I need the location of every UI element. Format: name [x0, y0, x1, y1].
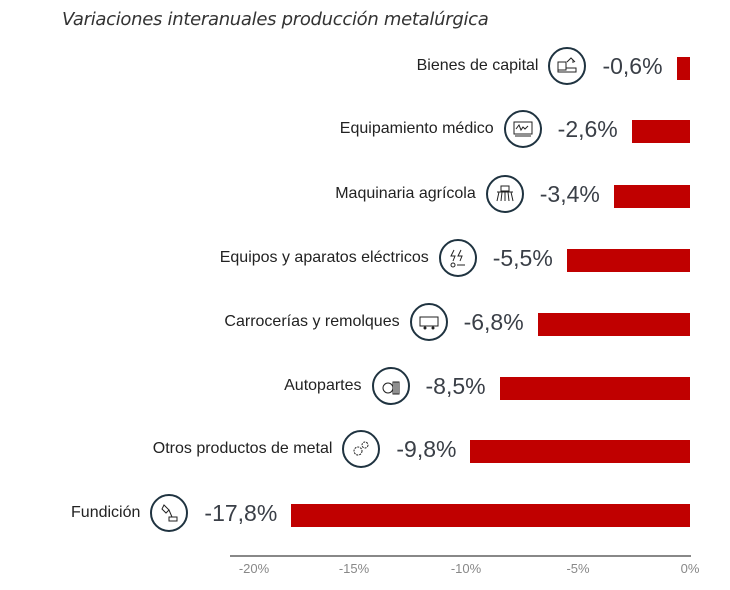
bar-3: [566, 249, 690, 272]
electrical-equipment-icon: [438, 239, 477, 277]
bar-4: [537, 313, 690, 336]
medical-monitor-icon: [503, 110, 542, 148]
bar-2: [613, 185, 690, 208]
x-tick-label: -5%: [566, 561, 590, 576]
value-label: -6,8%: [463, 308, 524, 335]
bar-row: Equipamiento médico -2,6%: [340, 107, 618, 151]
foundry-icon: [150, 494, 189, 532]
category-label: Equipamiento médico: [339, 120, 494, 137]
value-label: -0,6%: [602, 52, 663, 79]
bar-6: [470, 440, 690, 463]
gears-icon: [342, 430, 381, 468]
autoparts-icon: [371, 367, 410, 405]
category-label: Fundición: [71, 504, 141, 521]
bar-row: Bienes de capital -0,6%: [417, 44, 663, 88]
bar-0: [676, 57, 690, 80]
machine-tool-icon: [548, 47, 587, 85]
value-label: -2,6%: [557, 115, 618, 142]
category-label: Autopartes: [284, 377, 362, 394]
bar-row: Fundición -17,8%: [71, 491, 277, 535]
value-label: -8,5%: [425, 372, 486, 399]
x-tick-label: -15%: [338, 561, 370, 576]
bar-1: [631, 120, 690, 143]
trailer-icon: [409, 303, 448, 341]
agricultural-machine-icon: [485, 175, 524, 213]
bar-5: [499, 377, 690, 400]
chart-title: Variaciones interanuales producción meta…: [62, 9, 489, 30]
bar-row: Otros productos de metal -9,8%: [152, 427, 457, 471]
category-label: Bienes de capital: [416, 57, 539, 74]
bar-row: Maquinaria agrícola -3,4%: [335, 172, 600, 216]
bar-7: [291, 504, 690, 527]
category-label: Maquinaria agrícola: [335, 185, 476, 202]
bar-row: Carrocerías y remolques -6,8%: [224, 300, 524, 344]
value-label: -9,8%: [396, 435, 457, 462]
bar-row: Autopartes -8,5%: [284, 364, 486, 408]
category-label: Equipos y aparatos eléctricos: [219, 249, 429, 266]
bar-row: Equipos y aparatos eléctricos -5,5%: [220, 236, 553, 280]
x-axis-line: [230, 555, 691, 557]
value-label: -3,4%: [539, 180, 600, 207]
category-label: Carrocerías y remolques: [224, 313, 400, 330]
value-label: -17,8%: [204, 499, 278, 526]
x-tick-label: 0%: [680, 561, 700, 576]
x-tick-label: -20%: [238, 561, 270, 576]
value-label: -5,5%: [492, 244, 553, 271]
x-tick-label: -10%: [450, 561, 482, 576]
category-label: Otros productos de metal: [152, 440, 333, 457]
